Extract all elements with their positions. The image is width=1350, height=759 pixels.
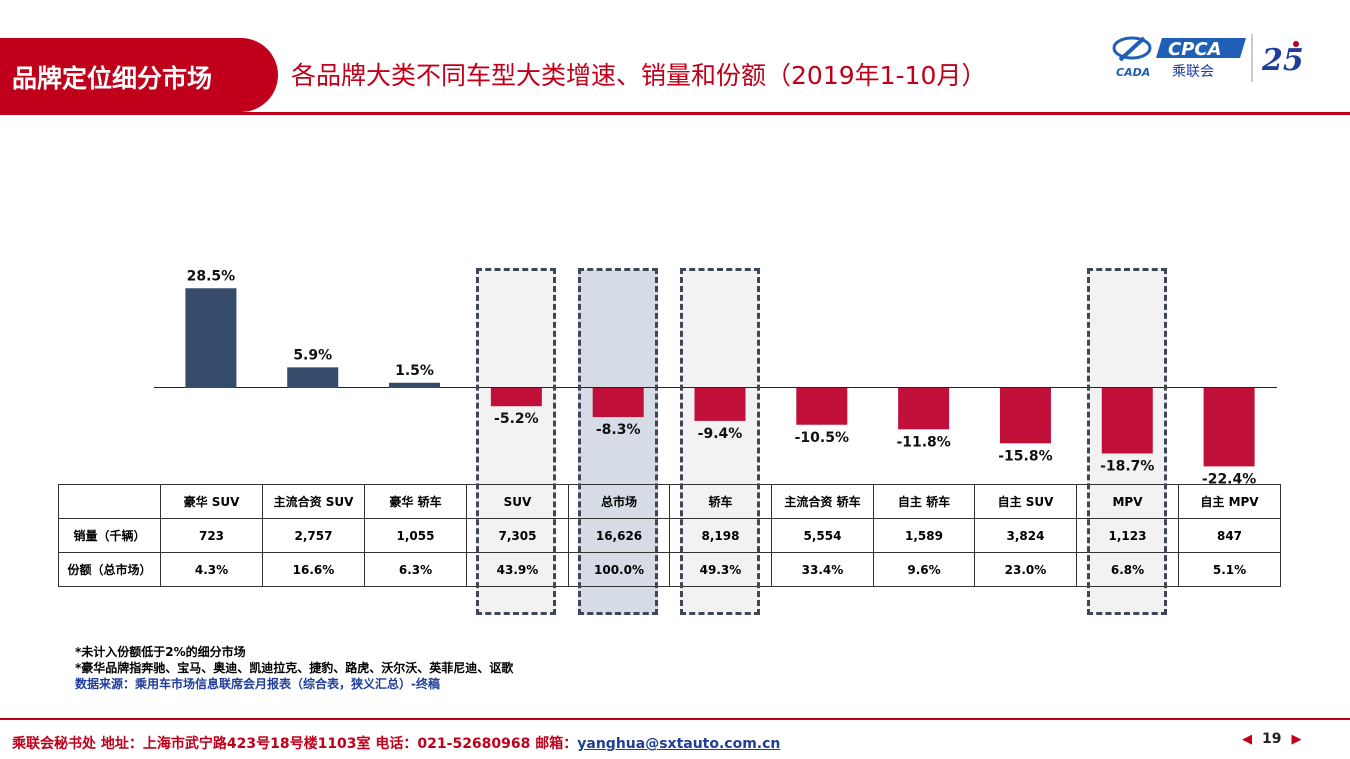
bar-6 bbox=[796, 388, 848, 425]
table-cell: 1,055 bbox=[364, 518, 467, 553]
bar-value-label-8: -15.8% bbox=[998, 448, 1052, 464]
table-header-cell: 轿车 bbox=[669, 484, 772, 519]
table-header-cell: 自主 轿车 bbox=[873, 484, 975, 519]
bar-0 bbox=[185, 288, 237, 388]
table-header-cell: SUV bbox=[466, 484, 569, 519]
table-header-cell: MPV bbox=[1076, 484, 1179, 519]
table-cell: 43.9% bbox=[466, 552, 569, 587]
table-header-cell: 自主 MPV bbox=[1178, 484, 1281, 519]
bar-value-label-7: -11.8% bbox=[896, 434, 950, 450]
table-cell: 6.8% bbox=[1076, 552, 1179, 587]
table-corner-cell bbox=[58, 484, 161, 519]
footer-email-link[interactable]: yanghua@sxtauto.com.cn bbox=[577, 736, 781, 752]
table-cell: 2,757 bbox=[262, 518, 365, 553]
table-cell: 1,589 bbox=[873, 518, 975, 553]
table-header-cell: 总市场 bbox=[568, 484, 670, 519]
bars: 28.5% 5.9% 1.5% -5.2% -8.3% -9.4% -10.5% -11.8%… bbox=[185, 268, 1256, 487]
table-row-share: 份额（总市场） 4.3% 16.6% 6.3% 43.9% 100.0% 49.… bbox=[58, 552, 1281, 587]
prev-page-icon[interactable]: ◀ bbox=[1242, 732, 1252, 747]
footnote-1: *未计入份额低于2%的细分市场 bbox=[75, 645, 246, 659]
table-cell: 33.4% bbox=[771, 552, 874, 587]
table-header-cell: 豪华 轿车 bbox=[364, 484, 467, 519]
table-header-cell: 自主 SUV bbox=[974, 484, 1077, 519]
table-header-row: 豪华 SUV 主流合资 SUV 豪华 轿车 SUV 总市场 轿车 主流合资 轿车… bbox=[58, 484, 1281, 519]
bar-value-label-2: 1.5% bbox=[395, 363, 434, 379]
pager: ◀ 19 ▶ bbox=[1242, 731, 1301, 747]
logos: CADA CPCA 乘联会 25 bbox=[1110, 30, 1350, 86]
cada-logo-text: CADA bbox=[1116, 66, 1150, 79]
data-source: 数据来源：乘用车市场信息联席会月报表（综合表，狭义汇总）-终稿 bbox=[75, 677, 440, 691]
bar-5 bbox=[694, 388, 746, 421]
table-cell: 723 bbox=[160, 518, 263, 553]
table-cell: 8,198 bbox=[669, 518, 772, 553]
section-tag: 品牌定位细分市场 bbox=[0, 38, 278, 112]
section-tag-label: 品牌定位细分市场 bbox=[12, 64, 213, 93]
cpca-logo-text: CPCA bbox=[1168, 39, 1222, 60]
bar-value-label-6: -10.5% bbox=[795, 430, 849, 446]
table-cell: 100.0% bbox=[568, 552, 670, 587]
next-page-icon[interactable]: ▶ bbox=[1291, 732, 1302, 747]
table-cell: 9.6% bbox=[873, 552, 975, 587]
table-cell: 847 bbox=[1178, 518, 1281, 553]
header: 品牌定位细分市场 各品牌大类不同车型大类增速、销量和份额（2019年1-10月）… bbox=[0, 0, 1350, 115]
bar-7 bbox=[898, 388, 950, 430]
bar-9 bbox=[1101, 388, 1153, 454]
table-cell: 3,824 bbox=[974, 518, 1077, 553]
header-divider bbox=[0, 112, 1350, 115]
table-cell: 4.3% bbox=[160, 552, 263, 587]
bar-4 bbox=[592, 388, 644, 418]
page-title: 各品牌大类不同车型大类增速、销量和份额（2019年1-10月） bbox=[291, 61, 987, 90]
table-cell: 5,554 bbox=[771, 518, 874, 553]
bar-value-label-1: 5.9% bbox=[293, 347, 332, 363]
data-table: 豪华 SUV 主流合资 SUV 豪华 轿车 SUV 总市场 轿车 主流合资 轿车… bbox=[58, 484, 1281, 587]
bar-1 bbox=[287, 367, 339, 388]
bar-8 bbox=[999, 388, 1051, 444]
table-cell: 6.3% bbox=[364, 552, 467, 587]
bar-value-label-3: -5.2% bbox=[494, 411, 539, 427]
table-header-cell: 主流合资 SUV bbox=[262, 484, 365, 519]
bar-value-label-4: -8.3% bbox=[596, 422, 641, 438]
table-cell: 7,305 bbox=[466, 518, 569, 553]
table-cell: 23.0% bbox=[974, 552, 1077, 587]
bar-3 bbox=[490, 388, 542, 407]
footnote-2: *豪华品牌指奔驰、宝马、奥迪、凯迪拉克、捷豹、路虎、沃尔沃、英菲尼迪、讴歌 bbox=[75, 661, 514, 675]
table-cell: 49.3% bbox=[669, 552, 772, 587]
table-cell: 16.6% bbox=[262, 552, 365, 587]
page-number: 19 bbox=[1262, 731, 1282, 747]
table-header-cell: 豪华 SUV bbox=[160, 484, 263, 519]
table-row-label: 份额（总市场） bbox=[58, 552, 161, 587]
table-header-cell: 主流合资 轿车 bbox=[771, 484, 874, 519]
footer: 乘联会秘书处 地址：上海市武宁路423号18号楼1103室 电话：021-526… bbox=[12, 733, 780, 753]
footer-contact: 乘联会秘书处 地址：上海市武宁路423号18号楼1103室 电话：021-526… bbox=[12, 736, 578, 752]
table-cell: 16,626 bbox=[568, 518, 670, 553]
footnotes: *未计入份额低于2%的细分市场 *豪华品牌指奔驰、宝马、奥迪、凯迪拉克、捷豹、路… bbox=[75, 644, 513, 692]
cpca-logo-cn: 乘联会 bbox=[1172, 64, 1214, 80]
bar-value-label-0: 28.5% bbox=[187, 268, 236, 284]
bar-2 bbox=[389, 382, 441, 388]
cpca-logo: CADA CPCA 乘联会 25 bbox=[1112, 34, 1304, 82]
table-row-label: 销量（千辆） bbox=[58, 518, 161, 553]
table-cell: 5.1% bbox=[1178, 552, 1281, 587]
table-cell: 1,123 bbox=[1076, 518, 1179, 553]
anniversary-logo: 25 bbox=[1261, 43, 1304, 78]
bar-value-label-5: -9.4% bbox=[698, 426, 743, 442]
bar-value-label-9: -18.7% bbox=[1100, 458, 1154, 474]
footer-divider bbox=[0, 718, 1350, 720]
table-row-sales: 销量（千辆） 723 2,757 1,055 7,305 16,626 8,19… bbox=[58, 518, 1281, 553]
bar-10 bbox=[1203, 388, 1255, 467]
bar-value-label-10: -22.4% bbox=[1202, 471, 1256, 487]
